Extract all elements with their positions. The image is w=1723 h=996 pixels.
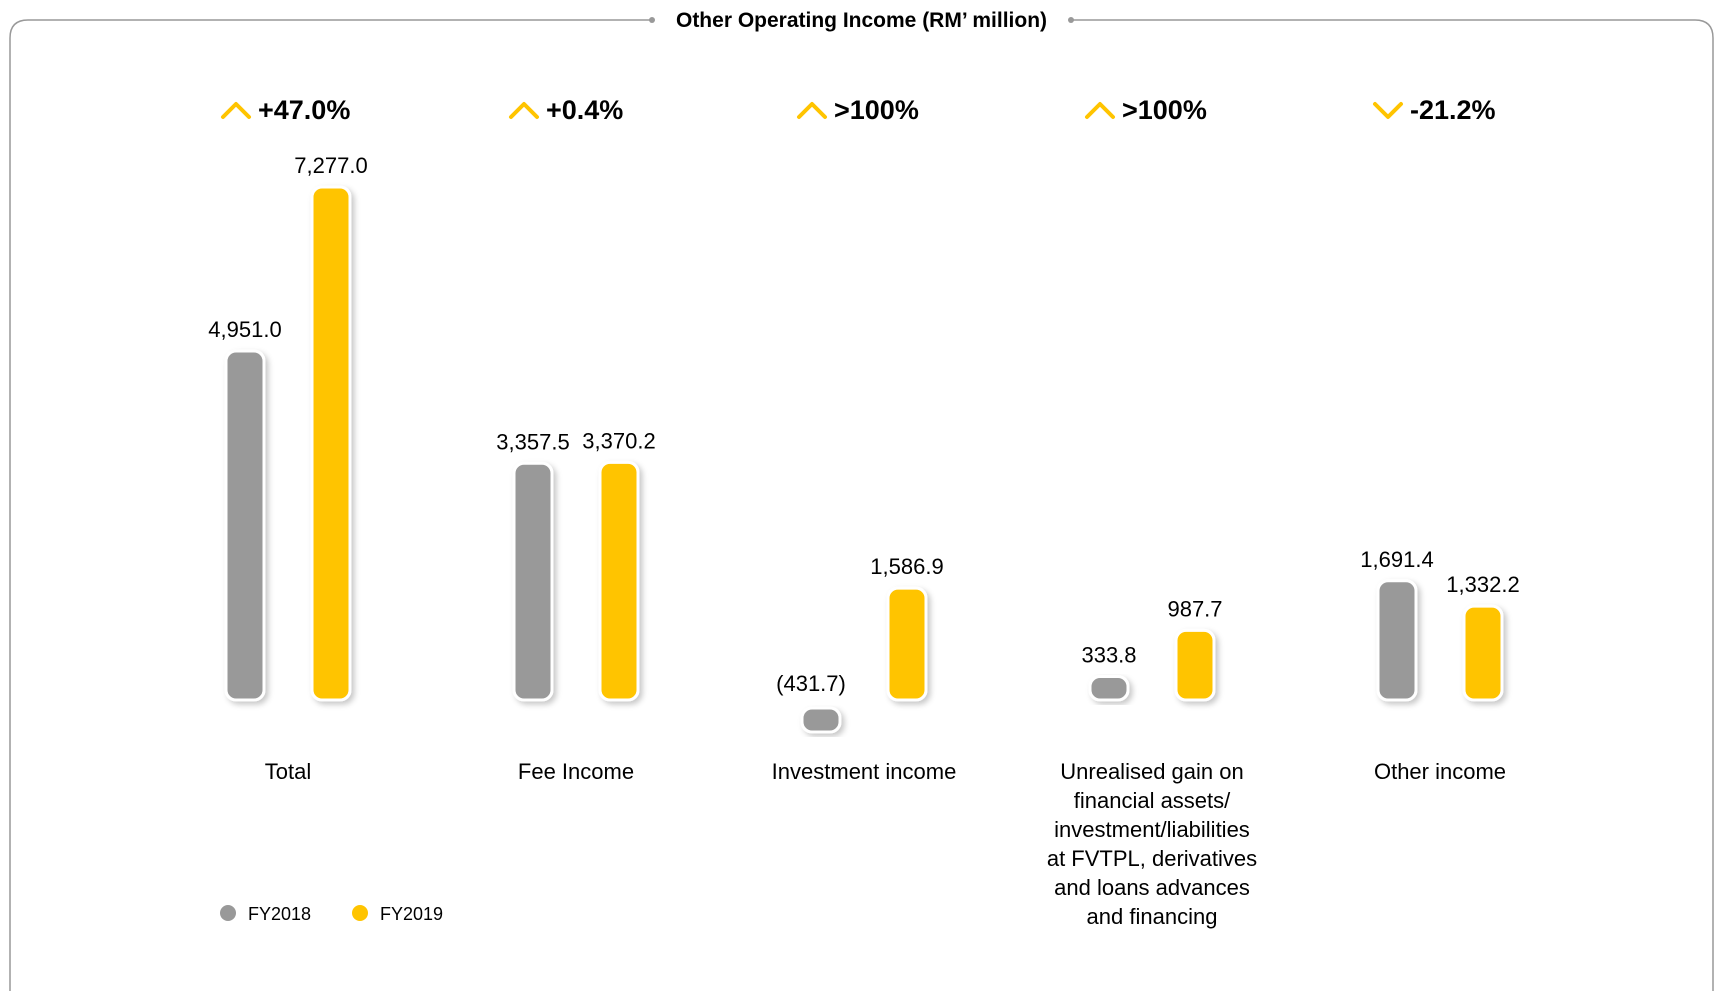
chevron-down-icon — [1373, 102, 1403, 119]
chart-title: Other Operating Income (RM’ million) — [676, 9, 1047, 32]
category-labels: Total Fee Income Investment income Unrealis… — [265, 759, 1506, 929]
legend-item: FY2018 — [220, 904, 311, 924]
change-label: >100% — [834, 95, 919, 125]
chevron-up-icon — [221, 102, 251, 119]
category-label: Unrealised gain on financial assets/inves… — [1047, 759, 1257, 929]
change-indicator: +0.4% — [509, 95, 623, 125]
category-label: Investment income — [772, 759, 957, 784]
bar-fy2019 — [1462, 604, 1504, 702]
change-indicators: +47.0% +0.4% >100% >100% -21.2% — [221, 95, 1496, 125]
value-label: 3,370.2 — [582, 428, 655, 453]
value-label: 4,951.0 — [208, 317, 281, 342]
chevron-up-icon — [1085, 102, 1115, 119]
value-label: 1,586.9 — [870, 554, 943, 579]
legend-label: FY2019 — [380, 904, 443, 924]
change-indicator: >100% — [797, 95, 919, 125]
bars — [224, 185, 1504, 734]
bar-fy2019 — [598, 460, 640, 702]
frame-dot-left — [649, 17, 655, 23]
value-label: 333.8 — [1081, 642, 1136, 667]
bar-fy2019 — [310, 185, 352, 702]
legend: FY2018 FY2019 — [220, 904, 443, 924]
chevron-up-icon — [797, 102, 827, 119]
bar-fy2018 — [1088, 674, 1130, 702]
legend-label: FY2018 — [248, 904, 311, 924]
legend-item: FY2019 — [352, 904, 443, 924]
change-label: -21.2% — [1410, 95, 1496, 125]
bar-fy2018 — [1376, 579, 1418, 702]
frame-dot-right — [1068, 17, 1074, 23]
value-labels: 4,951.0 7,277.0 3,357.5 3,370.2 (431.7) 1,586… — [208, 153, 1519, 696]
bar-fy2018 — [800, 706, 842, 734]
value-label: 1,691.4 — [1360, 547, 1433, 572]
category-label: Total — [265, 759, 311, 784]
change-label: +47.0% — [258, 95, 350, 125]
bar-fy2018 — [224, 349, 266, 702]
value-label: 1,332.2 — [1446, 572, 1519, 597]
chevron-up-icon — [509, 102, 539, 119]
category-label: Other income — [1374, 759, 1506, 784]
change-indicator: +47.0% — [221, 95, 350, 125]
change-indicator: -21.2% — [1373, 95, 1496, 125]
bar-fy2019 — [886, 586, 928, 702]
chart-frame — [9, 19, 1714, 991]
category-label: Fee Income — [518, 759, 634, 784]
legend-swatch — [352, 905, 368, 921]
value-label: 3,357.5 — [496, 429, 569, 454]
value-label: 987.7 — [1167, 596, 1222, 621]
change-indicator: >100% — [1085, 95, 1207, 125]
bar-fy2018 — [512, 461, 554, 702]
change-label: +0.4% — [546, 95, 623, 125]
bar-fy2019 — [1174, 628, 1216, 702]
value-label: (431.7) — [776, 671, 846, 696]
value-label: 7,277.0 — [294, 153, 367, 178]
change-label: >100% — [1122, 95, 1207, 125]
legend-swatch — [220, 905, 236, 921]
